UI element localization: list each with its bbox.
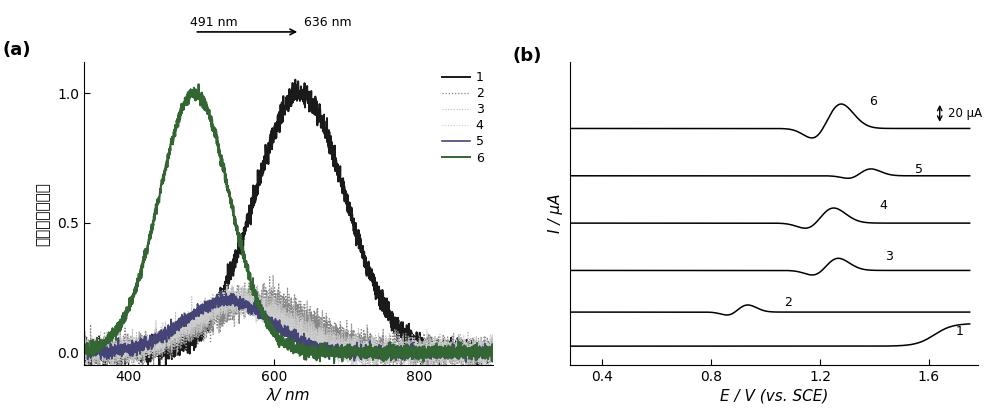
Text: 3: 3 <box>885 250 893 263</box>
Text: (a): (a) <box>3 41 31 59</box>
Text: 6: 6 <box>869 95 877 108</box>
Text: 5: 5 <box>915 163 923 176</box>
Y-axis label: I / μA: I / μA <box>548 194 563 234</box>
Text: 2: 2 <box>785 296 792 309</box>
Text: 1: 1 <box>956 324 964 337</box>
Text: 4: 4 <box>880 198 888 212</box>
Text: (b): (b) <box>512 47 542 65</box>
Y-axis label: 电化学发光强度: 电化学发光强度 <box>36 182 51 246</box>
Legend: 1, 2, 3, 4, 5, 6: 1, 2, 3, 4, 5, 6 <box>440 68 486 167</box>
Text: 636 nm: 636 nm <box>304 16 352 29</box>
X-axis label: λ/ nm: λ/ nm <box>267 388 310 403</box>
Text: 20 μA: 20 μA <box>948 107 982 120</box>
Text: 491 nm: 491 nm <box>190 16 238 29</box>
X-axis label: E / V (vs. SCE): E / V (vs. SCE) <box>720 388 828 403</box>
